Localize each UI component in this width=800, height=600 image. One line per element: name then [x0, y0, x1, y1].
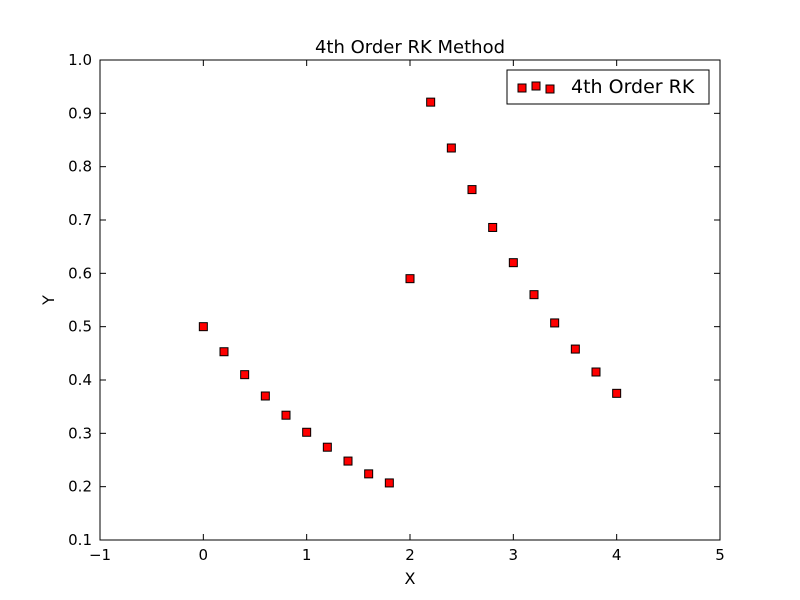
x-tick-label: −1 [89, 546, 111, 564]
y-tick-label: 0.5 [68, 318, 92, 336]
data-point [446, 143, 456, 153]
data-point [591, 367, 601, 377]
legend-markers [517, 81, 555, 94]
legend-marker [545, 84, 555, 94]
data-point [302, 427, 312, 437]
data-point [219, 347, 229, 357]
data-point [260, 391, 270, 401]
data-points [198, 97, 622, 488]
data-point [570, 344, 580, 354]
legend-marker [531, 81, 541, 91]
data-point [198, 322, 208, 332]
plot-frame [99, 59, 721, 541]
legend: 4th Order RK [506, 69, 710, 105]
x-tick-label: 5 [715, 546, 725, 564]
data-point [508, 258, 518, 268]
data-point [322, 442, 332, 452]
axis-ticks: −1 0 1 2 3 4 5 0.1 0.2 0.3 0.4 0.5 0.6 0.7 0.8 0.9 1.0 [68, 51, 725, 564]
x-axis-label: X [405, 569, 416, 588]
data-point [488, 222, 498, 232]
y-tick-label: 0.3 [68, 424, 92, 442]
y-axis-label: Y [39, 295, 58, 306]
x-tick-label: 3 [509, 546, 519, 564]
data-point [529, 290, 539, 300]
legend-marker [517, 83, 527, 93]
data-point [281, 410, 291, 420]
y-tick-label: 0.8 [68, 158, 92, 176]
data-point [405, 274, 415, 284]
x-tick-label: 4 [612, 546, 622, 564]
x-tick-label: 0 [199, 546, 209, 564]
y-tick-label: 0.4 [68, 371, 92, 389]
data-point [384, 478, 394, 488]
y-tick-label: 0.2 [68, 478, 92, 496]
data-point [343, 456, 353, 466]
x-tick-label: 1 [302, 546, 312, 564]
data-point [612, 388, 622, 398]
data-point [364, 469, 374, 479]
data-point [426, 97, 436, 107]
y-tick-label: 0.1 [68, 531, 92, 549]
y-tick-label: 1.0 [68, 51, 92, 69]
chart-title: 4th Order RK Method [315, 37, 505, 58]
y-tick-label: 0.7 [68, 211, 92, 229]
data-point [467, 185, 477, 195]
y-tick-label: 0.6 [68, 264, 92, 282]
legend-box [506, 69, 710, 105]
y-tick-label: 0.9 [68, 104, 92, 122]
legend-label: 4th Order RK [571, 76, 695, 98]
x-tick-label: 2 [405, 546, 415, 564]
data-point [550, 318, 560, 328]
data-point [240, 370, 250, 380]
